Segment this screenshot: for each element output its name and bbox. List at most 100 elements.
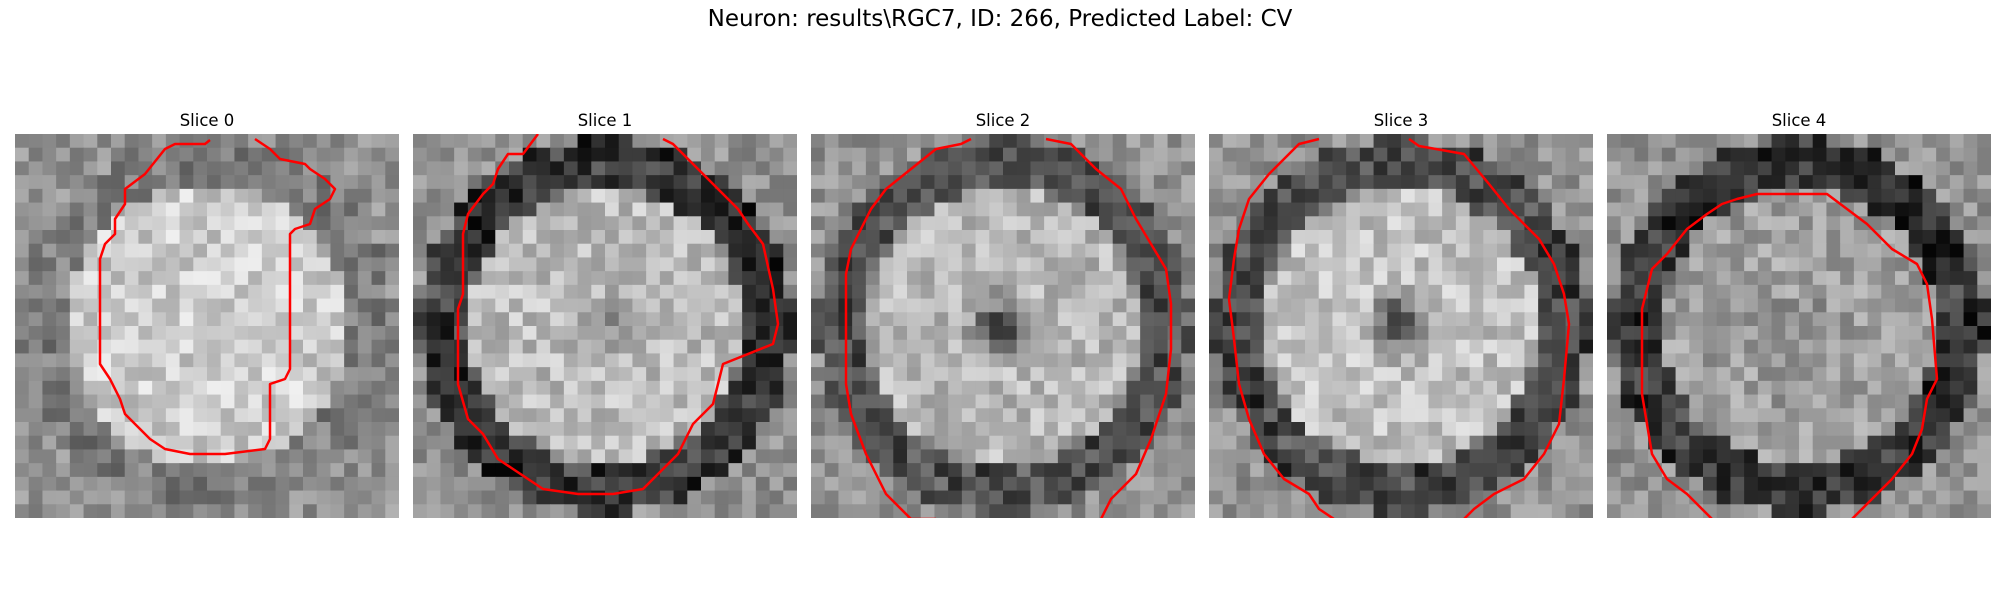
pixel <box>989 490 1004 505</box>
pixel <box>728 134 743 149</box>
pixel <box>1757 271 1773 286</box>
pixel <box>1071 326 1086 341</box>
pixel <box>1565 449 1580 464</box>
pixel <box>1277 394 1292 409</box>
pixel <box>413 271 428 286</box>
pixel <box>193 134 208 149</box>
pixel <box>824 476 839 492</box>
pixel <box>920 476 935 492</box>
pixel <box>646 490 661 505</box>
pixel <box>879 353 894 368</box>
pixel <box>1730 175 1745 190</box>
pixel <box>83 243 98 258</box>
pixel <box>152 298 167 313</box>
pixel <box>28 175 43 190</box>
pixel <box>15 504 30 518</box>
pixel <box>934 271 949 286</box>
pixel <box>1222 271 1237 286</box>
pixel <box>481 476 496 492</box>
pixel <box>948 271 963 286</box>
pixel <box>1675 476 1690 492</box>
pixel <box>261 463 277 478</box>
pixel <box>755 476 771 492</box>
pixel <box>303 147 318 162</box>
pixel <box>961 243 977 258</box>
pixel <box>1949 134 1965 149</box>
pixel <box>1497 175 1512 190</box>
pixel <box>15 476 30 492</box>
pixel <box>783 147 797 162</box>
pixel <box>1236 367 1251 382</box>
pixel <box>659 367 675 382</box>
pixel <box>1099 326 1114 341</box>
pixel <box>1291 476 1306 492</box>
pixel <box>207 257 222 272</box>
pixel <box>742 380 757 396</box>
pixel <box>1387 312 1402 327</box>
pixel <box>728 339 743 354</box>
pixel <box>1332 202 1347 217</box>
pixel <box>1908 326 1923 341</box>
slice-image-3 <box>1209 134 1593 518</box>
pixel <box>1716 435 1731 450</box>
pixel <box>303 463 318 478</box>
pixel <box>1401 476 1416 492</box>
pixel <box>138 243 153 258</box>
pixel <box>1236 326 1251 341</box>
pixel <box>1291 298 1306 313</box>
pixel <box>357 504 373 518</box>
pixel <box>605 312 620 327</box>
pixel <box>275 243 290 258</box>
pixel <box>961 257 977 272</box>
pixel <box>426 463 441 478</box>
pixel <box>989 230 1004 245</box>
pixel <box>591 367 606 382</box>
pixel <box>357 435 373 450</box>
pixel <box>467 339 483 354</box>
pixel <box>1785 408 1800 423</box>
pixel <box>1703 188 1718 204</box>
pixel <box>1785 339 1800 354</box>
pixel <box>1250 326 1265 341</box>
pixel <box>275 504 290 518</box>
pixel <box>1895 175 1910 190</box>
pixel <box>1497 394 1512 409</box>
pixel <box>1799 490 1814 505</box>
pixel <box>673 394 688 409</box>
pixel <box>577 463 592 478</box>
pixel <box>357 175 373 190</box>
pixel <box>56 161 71 176</box>
pixel <box>193 504 208 518</box>
pixel <box>1318 216 1333 231</box>
pixel <box>577 326 592 341</box>
pixel <box>42 134 57 149</box>
pixel <box>152 422 167 437</box>
pixel <box>193 175 208 190</box>
pixel <box>907 216 922 231</box>
pixel <box>687 394 702 409</box>
pixel <box>865 312 881 327</box>
pixel <box>1579 367 1593 382</box>
pixel <box>1949 298 1965 313</box>
pixel <box>1181 504 1195 518</box>
pixel <box>1401 435 1416 450</box>
pixel <box>1620 271 1635 286</box>
pixel <box>687 326 702 341</box>
pixel <box>1949 394 1965 409</box>
pixel <box>1153 175 1169 190</box>
pixel <box>1401 463 1416 478</box>
pixel <box>811 284 826 300</box>
pixel <box>591 504 606 518</box>
pixel <box>165 408 181 423</box>
pixel <box>1277 504 1292 518</box>
pixel <box>1853 353 1869 368</box>
pixel <box>522 435 537 450</box>
pixel <box>1867 476 1882 492</box>
pixel <box>714 230 729 245</box>
pixel <box>1222 435 1237 450</box>
pixel <box>1236 339 1251 354</box>
pixel <box>1771 394 1786 409</box>
pixel <box>1620 408 1635 423</box>
pixel <box>550 147 565 162</box>
pixel <box>673 175 688 190</box>
